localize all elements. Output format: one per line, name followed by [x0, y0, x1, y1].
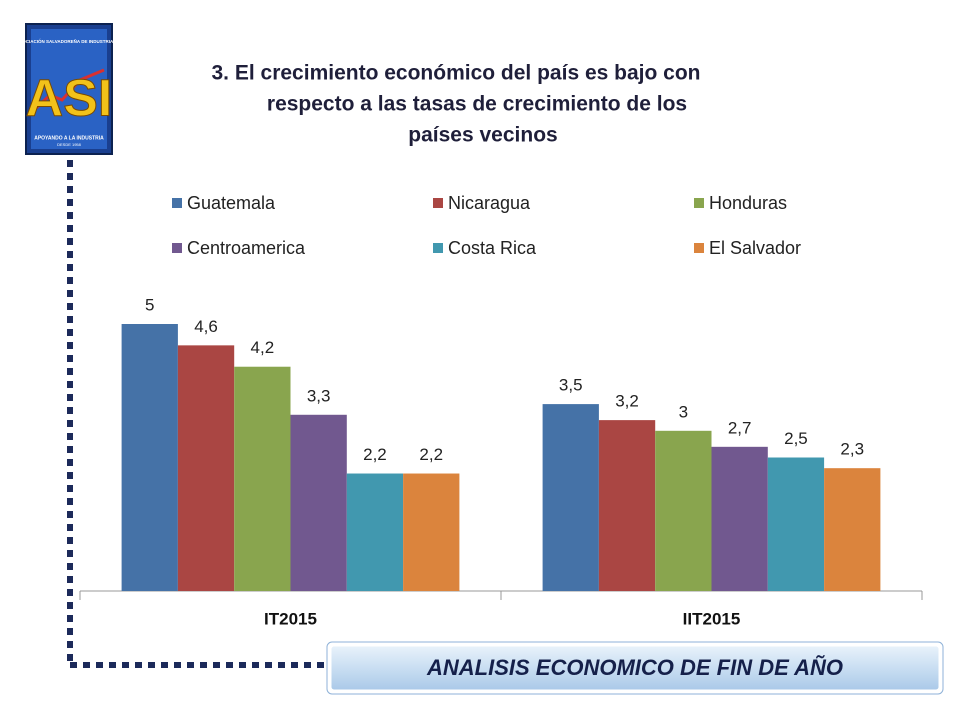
bar — [403, 473, 460, 591]
title-line: países vecinos — [408, 124, 557, 147]
bar — [346, 473, 404, 591]
bar — [542, 404, 599, 591]
legend-label: El Salvador — [709, 238, 801, 258]
value-label: 2,5 — [784, 429, 808, 448]
bar — [177, 345, 235, 591]
footer-box — [328, 643, 942, 693]
legend-swatch — [694, 243, 704, 253]
value-label: 4,2 — [251, 338, 275, 357]
x-tick-label: IIT2015 — [683, 609, 741, 628]
bar — [655, 430, 712, 591]
logo-since: DESDE 1958 — [57, 142, 82, 147]
bar — [824, 468, 881, 591]
bar — [598, 420, 656, 591]
value-label: 4,6 — [194, 317, 218, 336]
value-label: 3 — [679, 402, 688, 421]
legend-label: Nicaragua — [448, 193, 531, 213]
logo-acronym: ASI — [26, 70, 113, 128]
value-label: 2,2 — [419, 445, 443, 464]
legend-label: Centroamerica — [187, 238, 306, 258]
legend-swatch — [694, 198, 704, 208]
logo-org: ASOCIACIÓN SALVADOREÑA DE INDUSTRIALES — [16, 37, 122, 44]
value-label: 2,2 — [363, 445, 387, 464]
value-label: 3,2 — [615, 392, 639, 411]
logo: ASOCIACIÓN SALVADOREÑA DE INDUSTRIALES A… — [16, 23, 122, 155]
bar — [290, 414, 347, 591]
value-label: 2,7 — [728, 418, 752, 437]
legend-swatch — [433, 198, 443, 208]
legend-label: Honduras — [709, 193, 787, 213]
x-tick-label: IT2015 — [264, 609, 317, 628]
bar — [234, 366, 291, 591]
bar — [711, 446, 768, 591]
logo-motto: APOYANDO A LA INDUSTRIA — [34, 135, 104, 141]
footer-outline — [326, 641, 944, 695]
legend-swatch — [172, 198, 182, 208]
title-line: 3. El crecimiento económico del país es … — [212, 62, 701, 85]
footer-text: ANALISIS ECONOMICO DE FIN DE AÑO — [426, 655, 843, 680]
legend-label: Guatemala — [187, 193, 276, 213]
value-label: 3,3 — [307, 386, 331, 405]
value-label: 5 — [145, 295, 154, 314]
value-label: 2,3 — [840, 440, 864, 459]
legend-label: Costa Rica — [448, 238, 537, 258]
title-line: respecto a las tasas de crecimiento de l… — [267, 93, 687, 116]
legend-swatch — [172, 243, 182, 253]
value-label: 3,5 — [559, 376, 583, 395]
bar — [767, 457, 825, 591]
legend-swatch — [433, 243, 443, 253]
bar — [121, 324, 178, 591]
